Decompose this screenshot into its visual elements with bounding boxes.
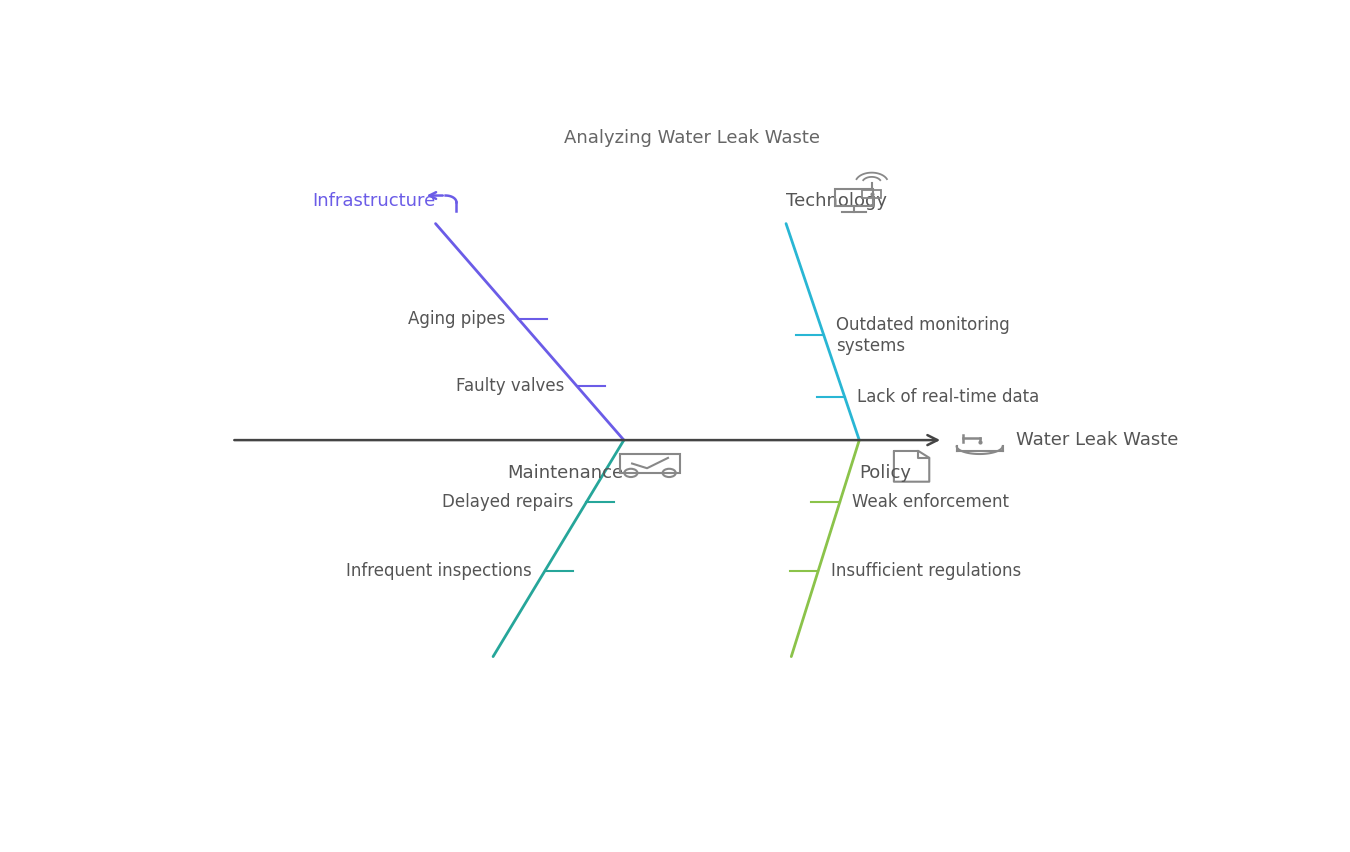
Text: Lack of real-time data: Lack of real-time data <box>857 389 1040 406</box>
Text: Insufficient regulations: Insufficient regulations <box>830 562 1021 580</box>
Text: Maintenance: Maintenance <box>508 463 624 482</box>
Text: Infrastructure: Infrastructure <box>312 192 436 210</box>
Text: Analyzing Water Leak Waste: Analyzing Water Leak Waste <box>564 130 819 147</box>
Text: Faulty valves: Faulty valves <box>455 377 564 394</box>
Text: Outdated monitoring
systems: Outdated monitoring systems <box>836 316 1010 354</box>
Text: Policy: Policy <box>859 463 911 482</box>
Text: Aging pipes: Aging pipes <box>408 310 506 328</box>
Text: Water Leak Waste: Water Leak Waste <box>1017 431 1179 449</box>
Text: Delayed repairs: Delayed repairs <box>443 493 574 511</box>
Text: Infrequent inspections: Infrequent inspections <box>347 562 532 580</box>
Text: Technology: Technology <box>786 192 887 210</box>
Text: Weak enforcement: Weak enforcement <box>852 493 1010 511</box>
